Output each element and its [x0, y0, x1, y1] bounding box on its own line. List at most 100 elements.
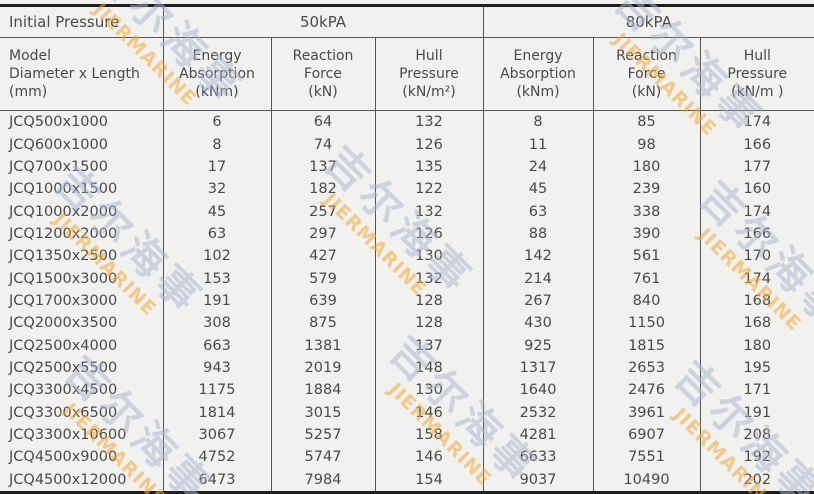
value-cell: 430 [482, 312, 594, 335]
value-cell: 239 [592, 178, 701, 201]
value-cell: 24 [482, 155, 594, 179]
value-cell: 2476 [592, 379, 701, 402]
value-cell: 840 [592, 289, 701, 313]
header-line: Hull [743, 47, 771, 64]
value-cell: 5747 [270, 446, 375, 469]
header-row-pressure-groups: Initial Pressure 50kPA 80kPA [0, 5, 814, 38]
model-cell: JCQ3300x6500 [9, 404, 118, 421]
value-cell: 1814 [162, 401, 271, 424]
value-cell: 180 [592, 155, 701, 179]
value-cell: 390 [592, 222, 701, 246]
value-cell: 153 [162, 267, 271, 290]
value-cell: 3015 [270, 401, 375, 424]
header-line: Hull [415, 47, 443, 64]
value-cell: 170 [699, 245, 814, 268]
value-cell: 11 [482, 133, 594, 156]
value-cell: 63 [482, 200, 594, 223]
initial-pressure-label: Initial Pressure [0, 5, 163, 38]
value-cell: 639 [270, 289, 375, 313]
value-cell: 7984 [270, 468, 375, 493]
value-cell: 177 [699, 155, 814, 179]
model-cell: JCQ2500x5500 [9, 359, 118, 376]
value-cell: 32 [162, 178, 271, 201]
table-row: JCQ4500x9000 4752 5747 146 6633 7551 192 [0, 446, 814, 469]
table-row: JCQ2500x4000 663 1381 137 925 1815 180 [0, 334, 814, 357]
model-cell: JCQ1000x1500 [9, 181, 118, 198]
model-cell: JCQ3300x4500 [9, 382, 118, 399]
value-cell: 1640 [482, 379, 594, 402]
value-cell: 267 [482, 289, 594, 313]
value-cell: 132 [374, 267, 484, 290]
value-cell: 10490 [592, 468, 701, 493]
header-line: Absorption [179, 65, 255, 82]
value-cell: 130 [374, 245, 484, 268]
value-cell: 137 [374, 334, 484, 357]
value-cell: 174 [699, 200, 814, 223]
value-cell: 195 [699, 356, 814, 380]
table-row: JCQ3300x10600 3067 5257 158 4281 6907 208 [0, 423, 814, 447]
value-cell: 88 [482, 222, 594, 246]
header-row-columns: Model Diameter x Length (mm) Energy Abso… [0, 37, 814, 111]
value-cell: 130 [374, 379, 484, 402]
column-header-reaction-force-80kpa: Reaction Force (kN) [592, 37, 701, 111]
header-line: (kNm) [516, 84, 560, 101]
value-cell: 1317 [482, 356, 594, 380]
value-cell: 2653 [592, 356, 701, 380]
value-cell: 126 [374, 133, 484, 156]
model-cell: JCQ500x1000 [9, 114, 108, 131]
value-cell: 5257 [270, 423, 375, 447]
header-line: (kNm) [195, 84, 239, 101]
value-cell: 6633 [482, 446, 594, 469]
model-cell: JCQ1700x3000 [9, 292, 118, 309]
header-line: Pressure [727, 65, 788, 82]
column-header-model: Model Diameter x Length (mm) [0, 37, 163, 111]
model-cell: JCQ3300x10600 [9, 426, 127, 443]
table-row: JCQ4500x12000 6473 7984 154 9037 10490 202 [0, 468, 814, 493]
value-cell: 3067 [162, 423, 271, 447]
value-cell: 191 [162, 289, 271, 313]
value-cell: 1150 [592, 312, 701, 335]
value-cell: 146 [374, 401, 484, 424]
value-cell: 180 [699, 334, 814, 357]
table-body: JCQ500x1000 6 64 132 8 85 174 JCQ600x1000 8 74 126… [0, 110, 814, 493]
value-cell: 8 [482, 110, 594, 134]
value-cell: 166 [699, 133, 814, 156]
value-cell: 182 [270, 178, 375, 201]
model-header-line-3: (mm) [9, 84, 48, 101]
table-row: JCQ3300x6500 1814 3015 146 2532 3961 191 [0, 401, 814, 424]
header-line: Absorption [500, 65, 576, 82]
value-cell: 1175 [162, 379, 271, 402]
value-cell: 160 [699, 178, 814, 201]
model-cell: JCQ4500x12000 [9, 471, 127, 488]
value-cell: 925 [482, 334, 594, 357]
value-cell: 171 [699, 379, 814, 402]
value-cell: 85 [592, 110, 701, 134]
value-cell: 6907 [592, 423, 701, 447]
header-line: Reaction [616, 47, 677, 64]
value-cell: 174 [699, 110, 814, 134]
value-cell: 154 [374, 468, 484, 493]
value-cell: 132 [374, 200, 484, 223]
value-cell: 74 [270, 133, 375, 156]
model-header-line-1: Model [9, 47, 52, 64]
value-cell: 128 [374, 312, 484, 335]
column-header-reaction-force-50kpa: Reaction Force (kN) [270, 37, 375, 111]
value-cell: 45 [162, 200, 271, 223]
value-cell: 338 [592, 200, 701, 223]
value-cell: 45 [482, 178, 594, 201]
value-cell: 943 [162, 356, 271, 380]
value-cell: 875 [270, 312, 375, 335]
value-cell: 1381 [270, 334, 375, 357]
value-cell: 561 [592, 245, 701, 268]
value-cell: 146 [374, 446, 484, 469]
value-cell: 7551 [592, 446, 701, 469]
header-line: Reaction [292, 47, 354, 64]
value-cell: 126 [374, 222, 484, 246]
header-line: (kN) [631, 84, 662, 101]
header-line: Pressure [399, 65, 459, 82]
model-header-line-2: Diameter x Length [9, 65, 140, 82]
column-header-energy-absorption-80kpa: Energy Absorption (kNm) [482, 37, 594, 111]
value-cell: 761 [592, 267, 701, 290]
value-cell: 308 [162, 312, 271, 335]
model-cell: JCQ1000x2000 [9, 203, 118, 220]
